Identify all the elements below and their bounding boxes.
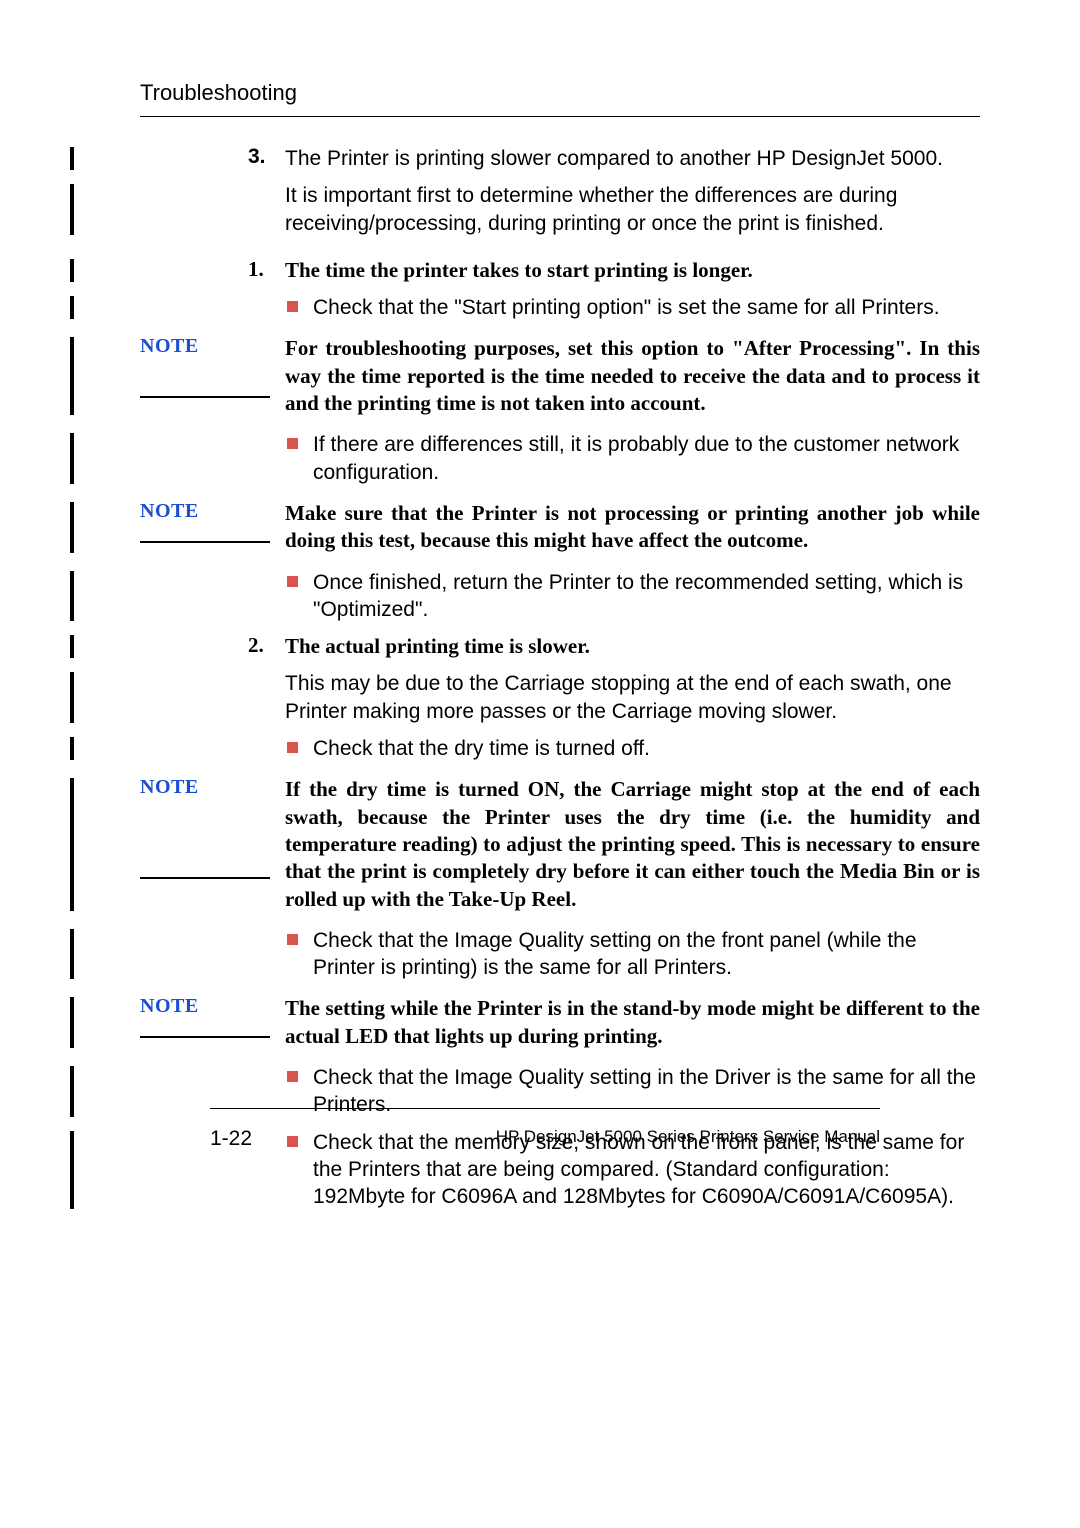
note-label: NOTE	[140, 776, 270, 799]
note-label: NOTE	[140, 335, 270, 358]
change-bar	[70, 672, 74, 723]
note-label-wrap: NOTE	[140, 500, 270, 543]
bullet-item: Check that the Image Quality setting on …	[285, 927, 980, 982]
item-2-text-row: This may be due to the Carriage stopping…	[140, 670, 980, 725]
item-3-subtext: It is important first to determine wheth…	[285, 182, 980, 237]
bullet-item: If there are differences still, it is pr…	[285, 431, 980, 486]
note-2: NOTE Make sure that the Printer is not p…	[140, 500, 980, 555]
item-1-bullet2-row: If there are differences still, it is pr…	[140, 431, 980, 486]
note-underline	[140, 877, 270, 879]
bottom-rule	[210, 1108, 880, 1109]
change-bar	[70, 296, 74, 319]
page-number: 1-22	[210, 1127, 252, 1151]
item-3-text: The Printer is printing slower compared …	[285, 145, 980, 172]
note-label: NOTE	[140, 500, 270, 523]
note-text: If the dry time is turned ON, the Carria…	[285, 776, 980, 912]
change-bar	[70, 433, 74, 484]
list-number-1: 1.	[248, 257, 264, 282]
change-bar	[70, 259, 74, 282]
change-bar	[70, 571, 74, 622]
item-3-sub: It is important first to determine wheth…	[140, 182, 980, 237]
bullet-text: Check that the dry time is turned off.	[313, 737, 650, 760]
change-bar	[70, 737, 74, 760]
footer-title: HP DesignJet 5000 Series Printers Servic…	[496, 1127, 880, 1151]
change-bar	[70, 337, 74, 415]
footer: 1-22 HP DesignJet 5000 Series Printers S…	[210, 1080, 880, 1151]
footer-line: 1-22 HP DesignJet 5000 Series Printers S…	[210, 1127, 880, 1151]
top-rule	[140, 116, 980, 117]
bullet-square-icon	[287, 934, 298, 945]
bullet-square-icon	[287, 742, 298, 753]
note-underline	[140, 396, 270, 398]
bullet-item: Once finished, return the Printer to the…	[285, 569, 980, 624]
section-title: Troubleshooting	[140, 80, 980, 106]
item-2-heading: The actual printing time is slower.	[285, 633, 980, 660]
bullet-square-icon	[287, 438, 298, 449]
bullet-square-icon	[287, 301, 298, 312]
change-bar	[70, 1131, 74, 1209]
bullet-text: If there are differences still, it is pr…	[313, 433, 959, 483]
item-1-bullet3-row: Once finished, return the Printer to the…	[140, 569, 980, 624]
bullet-text: Check that the "Start printing option" i…	[313, 296, 940, 319]
note-underline	[140, 541, 270, 543]
bullet-text: Check that the Image Quality setting on …	[313, 929, 917, 979]
change-bar	[70, 502, 74, 553]
change-bar	[70, 929, 74, 980]
change-bar	[70, 147, 74, 170]
item-1-bullet1-row: Check that the "Start printing option" i…	[140, 294, 980, 321]
item-3: 3. The Printer is printing slower compar…	[140, 145, 980, 172]
item-2-text: This may be due to the Carriage stopping…	[285, 670, 980, 725]
change-bar	[70, 184, 74, 235]
note-1: NOTE For troubleshooting purposes, set t…	[140, 335, 980, 417]
note-4: NOTE The setting while the Printer is in…	[140, 995, 980, 1050]
bullet-item: Check that the "Start printing option" i…	[285, 294, 980, 321]
note-text: The setting while the Printer is in the …	[285, 995, 980, 1050]
change-bar	[70, 778, 74, 910]
note-label: NOTE	[140, 995, 270, 1018]
bullet-item: Check that the dry time is turned off.	[285, 735, 980, 762]
page: Troubleshooting 3. The Printer is printi…	[70, 80, 980, 1211]
list-number-2: 2.	[248, 633, 264, 658]
note-label-wrap: NOTE	[140, 995, 270, 1038]
note-3: NOTE If the dry time is turned ON, the C…	[140, 776, 980, 912]
note-text: Make sure that the Printer is not proces…	[285, 500, 980, 555]
change-bar	[70, 1066, 74, 1117]
note-label-wrap: NOTE	[140, 335, 270, 398]
item-1-heading: The time the printer takes to start prin…	[285, 257, 980, 284]
item-2-bullet1-row: Check that the dry time is turned off.	[140, 735, 980, 762]
note-label-wrap: NOTE	[140, 776, 270, 879]
item-1-heading-row: 1. The time the printer takes to start p…	[140, 257, 980, 284]
note-underline	[140, 1036, 270, 1038]
list-number-3: 3.	[248, 145, 266, 169]
change-bar	[70, 997, 74, 1048]
change-bar	[70, 635, 74, 658]
content: 3. The Printer is printing slower compar…	[140, 145, 980, 1211]
item-2-heading-row: 2. The actual printing time is slower.	[140, 633, 980, 660]
item-2-bullet2-row: Check that the Image Quality setting on …	[140, 927, 980, 982]
note-text: For troubleshooting purposes, set this o…	[285, 335, 980, 417]
bullet-square-icon	[287, 576, 298, 587]
bullet-text: Once finished, return the Printer to the…	[313, 571, 963, 621]
